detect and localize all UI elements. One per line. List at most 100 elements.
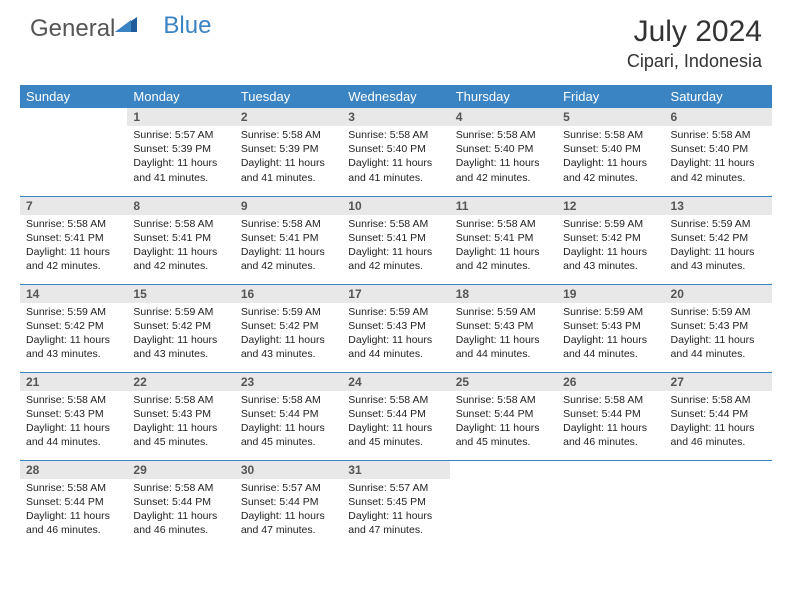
day-details: Sunrise: 5:58 AMSunset: 5:40 PMDaylight:… [557,126,664,189]
day-details: Sunrise: 5:58 AMSunset: 5:43 PMDaylight:… [20,391,127,454]
day-number: 9 [235,197,342,215]
day-details: Sunrise: 5:59 AMSunset: 5:43 PMDaylight:… [342,303,449,366]
calendar-day-cell: 12Sunrise: 5:59 AMSunset: 5:42 PMDayligh… [557,196,664,284]
day-number: 5 [557,108,664,126]
calendar-day-cell: 28Sunrise: 5:58 AMSunset: 5:44 PMDayligh… [20,460,127,548]
calendar-body: 1Sunrise: 5:57 AMSunset: 5:39 PMDaylight… [20,108,772,548]
day-details: Sunrise: 5:58 AMSunset: 5:41 PMDaylight:… [20,215,127,278]
calendar-day-cell: 16Sunrise: 5:59 AMSunset: 5:42 PMDayligh… [235,284,342,372]
calendar-day-cell: 8Sunrise: 5:58 AMSunset: 5:41 PMDaylight… [127,196,234,284]
calendar-day-cell: 20Sunrise: 5:59 AMSunset: 5:43 PMDayligh… [665,284,772,372]
calendar-day-cell [557,460,664,548]
day-details: Sunrise: 5:59 AMSunset: 5:42 PMDaylight:… [20,303,127,366]
calendar-week-row: 1Sunrise: 5:57 AMSunset: 5:39 PMDaylight… [20,108,772,196]
day-number: 25 [450,373,557,391]
location-label: Cipari, Indonesia [627,51,762,72]
calendar-header-row: SundayMondayTuesdayWednesdayThursdayFrid… [20,85,772,108]
calendar-day-cell: 11Sunrise: 5:58 AMSunset: 5:41 PMDayligh… [450,196,557,284]
day-number: 18 [450,285,557,303]
day-details: Sunrise: 5:58 AMSunset: 5:44 PMDaylight:… [557,391,664,454]
weekday-header: Tuesday [235,85,342,108]
day-details: Sunrise: 5:58 AMSunset: 5:43 PMDaylight:… [127,391,234,454]
day-number: 21 [20,373,127,391]
day-number: 16 [235,285,342,303]
day-number: 8 [127,197,234,215]
calendar-day-cell: 18Sunrise: 5:59 AMSunset: 5:43 PMDayligh… [450,284,557,372]
calendar-day-cell [450,460,557,548]
calendar-day-cell: 7Sunrise: 5:58 AMSunset: 5:41 PMDaylight… [20,196,127,284]
weekday-header: Monday [127,85,234,108]
day-number: 27 [665,373,772,391]
month-title: July 2024 [627,15,762,49]
day-number: 10 [342,197,449,215]
day-number: 22 [127,373,234,391]
day-details: Sunrise: 5:59 AMSunset: 5:42 PMDaylight:… [665,215,772,278]
calendar-day-cell: 14Sunrise: 5:59 AMSunset: 5:42 PMDayligh… [20,284,127,372]
day-details: Sunrise: 5:59 AMSunset: 5:42 PMDaylight:… [557,215,664,278]
calendar-day-cell: 3Sunrise: 5:58 AMSunset: 5:40 PMDaylight… [342,108,449,196]
logo-text-general: General [30,15,115,43]
day-details: Sunrise: 5:59 AMSunset: 5:43 PMDaylight:… [665,303,772,366]
calendar-day-cell: 1Sunrise: 5:57 AMSunset: 5:39 PMDaylight… [127,108,234,196]
weekday-header: Wednesday [342,85,449,108]
calendar-day-cell: 10Sunrise: 5:58 AMSunset: 5:41 PMDayligh… [342,196,449,284]
calendar-day-cell: 30Sunrise: 5:57 AMSunset: 5:44 PMDayligh… [235,460,342,548]
calendar-table: SundayMondayTuesdayWednesdayThursdayFrid… [20,85,772,548]
day-details: Sunrise: 5:58 AMSunset: 5:40 PMDaylight:… [665,126,772,189]
day-number: 19 [557,285,664,303]
day-details: Sunrise: 5:58 AMSunset: 5:41 PMDaylight:… [235,215,342,278]
day-number: 7 [20,197,127,215]
calendar-week-row: 21Sunrise: 5:58 AMSunset: 5:43 PMDayligh… [20,372,772,460]
day-number: 26 [557,373,664,391]
day-number: 13 [665,197,772,215]
day-number: 6 [665,108,772,126]
weekday-header: Sunday [20,85,127,108]
day-number: 29 [127,461,234,479]
logo: General Blue [30,15,211,43]
day-number: 12 [557,197,664,215]
day-number: 1 [127,108,234,126]
calendar-day-cell: 21Sunrise: 5:58 AMSunset: 5:43 PMDayligh… [20,372,127,460]
calendar-day-cell [665,460,772,548]
day-details: Sunrise: 5:58 AMSunset: 5:39 PMDaylight:… [235,126,342,189]
day-details: Sunrise: 5:58 AMSunset: 5:44 PMDaylight:… [20,479,127,542]
day-number: 31 [342,461,449,479]
calendar-day-cell: 29Sunrise: 5:58 AMSunset: 5:44 PMDayligh… [127,460,234,548]
day-details: Sunrise: 5:58 AMSunset: 5:44 PMDaylight:… [127,479,234,542]
day-details: Sunrise: 5:58 AMSunset: 5:44 PMDaylight:… [665,391,772,454]
calendar-week-row: 14Sunrise: 5:59 AMSunset: 5:42 PMDayligh… [20,284,772,372]
title-block: July 2024 Cipari, Indonesia [627,15,762,72]
day-number: 14 [20,285,127,303]
calendar-day-cell: 4Sunrise: 5:58 AMSunset: 5:40 PMDaylight… [450,108,557,196]
day-number: 3 [342,108,449,126]
logo-triangle-icon [115,14,137,37]
day-details: Sunrise: 5:57 AMSunset: 5:45 PMDaylight:… [342,479,449,542]
day-details: Sunrise: 5:58 AMSunset: 5:41 PMDaylight:… [450,215,557,278]
calendar-day-cell: 6Sunrise: 5:58 AMSunset: 5:40 PMDaylight… [665,108,772,196]
calendar-day-cell: 9Sunrise: 5:58 AMSunset: 5:41 PMDaylight… [235,196,342,284]
day-details: Sunrise: 5:58 AMSunset: 5:41 PMDaylight:… [342,215,449,278]
calendar-day-cell: 25Sunrise: 5:58 AMSunset: 5:44 PMDayligh… [450,372,557,460]
day-details: Sunrise: 5:59 AMSunset: 5:43 PMDaylight:… [557,303,664,366]
day-details: Sunrise: 5:57 AMSunset: 5:44 PMDaylight:… [235,479,342,542]
day-details: Sunrise: 5:58 AMSunset: 5:40 PMDaylight:… [450,126,557,189]
calendar-day-cell: 31Sunrise: 5:57 AMSunset: 5:45 PMDayligh… [342,460,449,548]
weekday-header: Thursday [450,85,557,108]
calendar-day-cell: 22Sunrise: 5:58 AMSunset: 5:43 PMDayligh… [127,372,234,460]
day-details: Sunrise: 5:58 AMSunset: 5:41 PMDaylight:… [127,215,234,278]
day-details: Sunrise: 5:58 AMSunset: 5:44 PMDaylight:… [235,391,342,454]
day-number: 2 [235,108,342,126]
logo-text-blue: Blue [163,12,211,40]
day-number: 23 [235,373,342,391]
day-details: Sunrise: 5:57 AMSunset: 5:39 PMDaylight:… [127,126,234,189]
day-number: 17 [342,285,449,303]
calendar-day-cell [20,108,127,196]
day-number: 4 [450,108,557,126]
calendar-week-row: 28Sunrise: 5:58 AMSunset: 5:44 PMDayligh… [20,460,772,548]
calendar-day-cell: 15Sunrise: 5:59 AMSunset: 5:42 PMDayligh… [127,284,234,372]
day-details: Sunrise: 5:59 AMSunset: 5:42 PMDaylight:… [235,303,342,366]
day-number: 20 [665,285,772,303]
calendar-day-cell: 27Sunrise: 5:58 AMSunset: 5:44 PMDayligh… [665,372,772,460]
day-details: Sunrise: 5:58 AMSunset: 5:44 PMDaylight:… [342,391,449,454]
calendar-day-cell: 17Sunrise: 5:59 AMSunset: 5:43 PMDayligh… [342,284,449,372]
